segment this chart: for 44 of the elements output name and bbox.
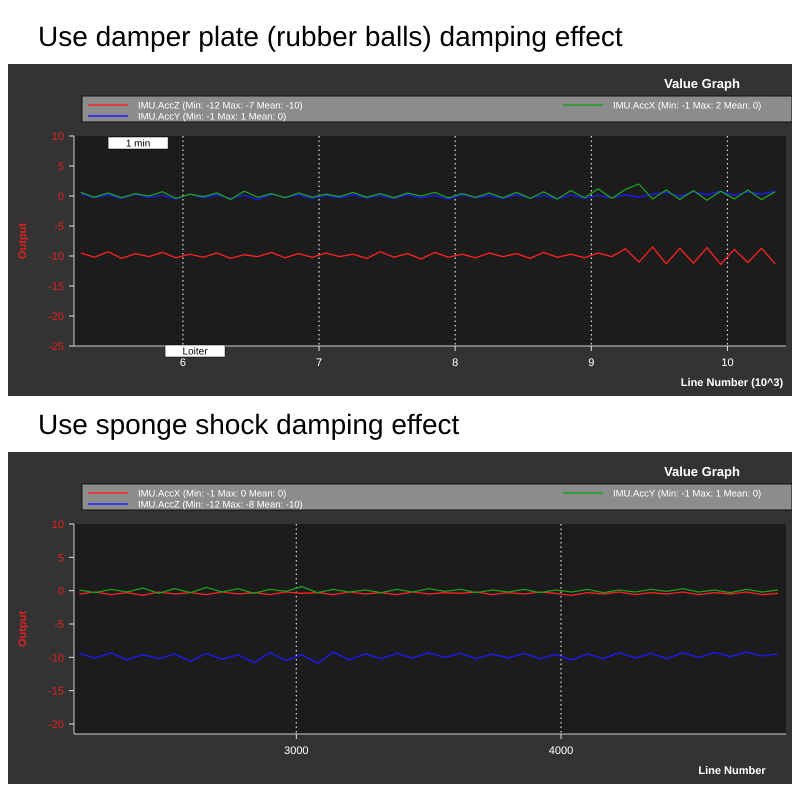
chart-subtitle: Value Graph	[664, 464, 740, 479]
y-axis-title: Output	[17, 222, 29, 260]
y-tick-label: 10	[52, 519, 64, 531]
event-tag: 1 min	[108, 136, 168, 150]
legend-label: IMU.AccX (Min: -1 Max: 0 Mean: 0)	[138, 488, 286, 500]
line-series	[80, 246, 776, 266]
event-tag: Loiter	[164, 344, 226, 358]
annotation: 1 min	[126, 138, 150, 150]
legend-label: IMU.AccY (Min: -1 Max: 1 Mean: 0)	[613, 488, 762, 500]
y-tick-label: -15	[48, 281, 64, 293]
y-tick-label: -5	[54, 619, 64, 631]
chart-title: Use damper plate (rubber balls) damping effect	[38, 21, 623, 52]
legend-label: IMU.AccZ (Min: -12 Max: -7 Mean: -10)	[138, 100, 303, 112]
x-tick-label: 4000	[548, 745, 574, 757]
chart-title: Use sponge shock damping effect	[38, 409, 460, 440]
line-series	[80, 183, 776, 201]
y-tick-label: 10	[52, 131, 64, 143]
y-tick-label: 0	[58, 586, 64, 598]
x-axis-title: Line Number	[698, 765, 766, 777]
legend-label: IMU.AccX (Min: -1 Max: 2 Mean: 0)	[613, 100, 762, 112]
y-tick-label: 5	[58, 552, 64, 564]
line-series	[80, 190, 776, 200]
legend-label: IMU.AccZ (Min: -12 Max: -8 Mean: -10)	[138, 500, 303, 510]
y-tick-label: -20	[48, 719, 64, 731]
y-tick-label: -20	[48, 311, 64, 323]
x-axis-title: Line Number (10^3)	[680, 377, 784, 389]
legend-label: IMU.AccY (Min: -1 Max: 1 Mean: 0)	[138, 112, 286, 122]
line-series	[78, 586, 779, 594]
y-tick-label: -10	[48, 251, 64, 263]
x-tick-label: 8	[452, 357, 458, 369]
y-tick-label: -5	[54, 221, 64, 233]
y-tick-label: 0	[58, 191, 64, 203]
x-tick-label: 6	[180, 357, 186, 369]
x-tick-label: 9	[588, 357, 594, 369]
y-tick-label: -15	[48, 686, 64, 698]
y-tick-label: 5	[58, 161, 64, 173]
x-tick-label: 10	[721, 357, 734, 369]
chart-subtitle: Value Graph	[664, 76, 740, 91]
x-tick-label: 7	[316, 357, 322, 369]
y-axis-title: Output	[17, 610, 29, 648]
y-tick-label: -25	[48, 341, 64, 353]
x-tick-label: 3000	[284, 745, 309, 757]
y-tick-label: -10	[48, 652, 64, 664]
line-series	[78, 651, 779, 664]
